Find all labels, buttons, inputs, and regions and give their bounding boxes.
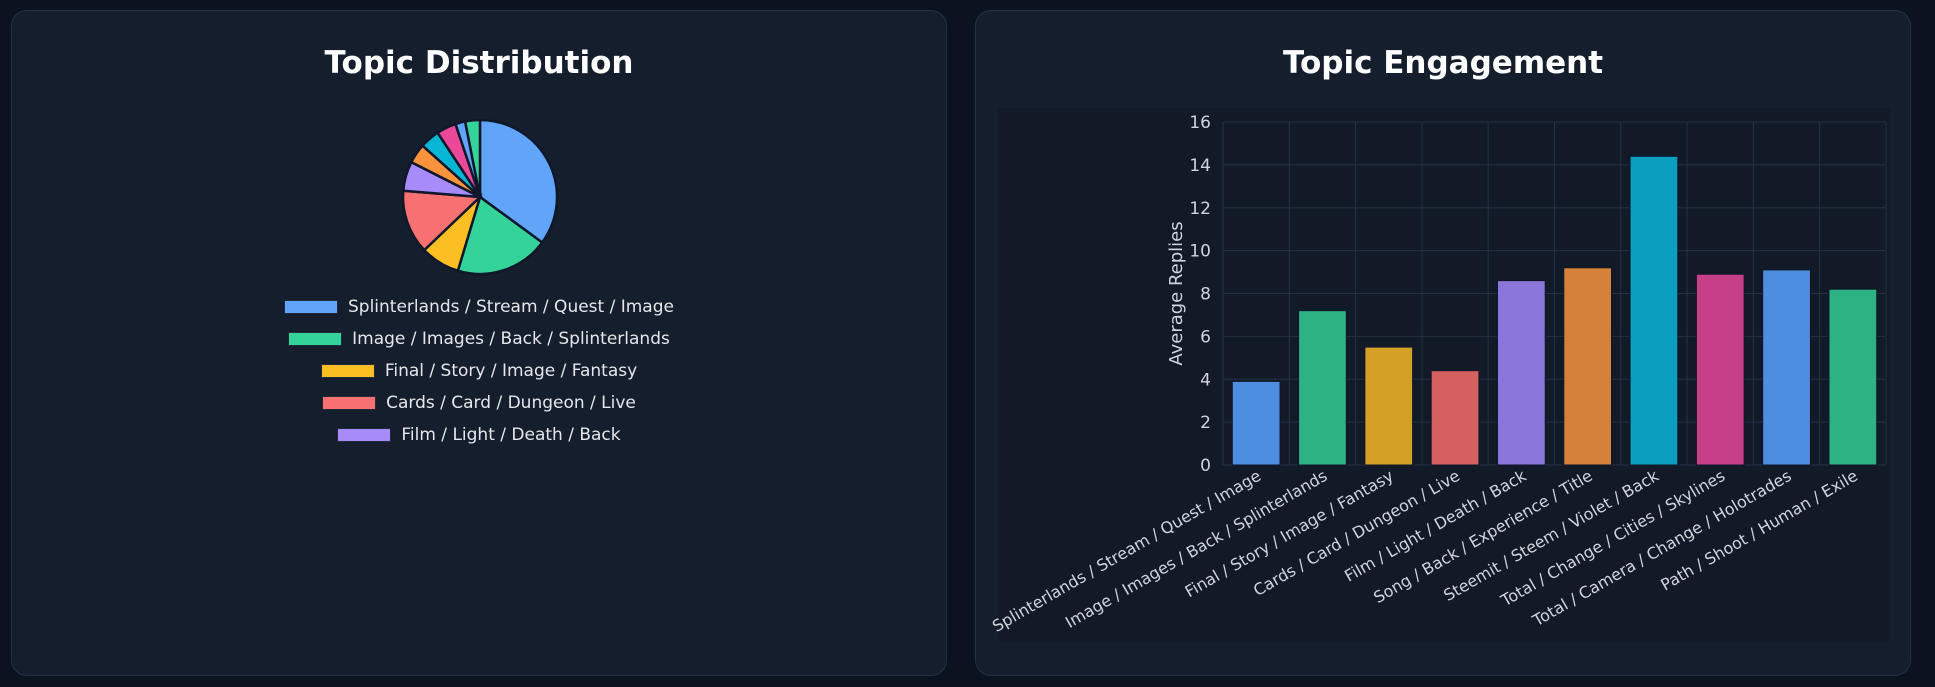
legend-swatch [322,396,377,410]
bar[interactable] [1762,269,1811,466]
pie-legend: Splinterlands / Stream / Quest / Image Im… [12,291,946,451]
topic-engagement-title: Topic Engagement [1282,45,1604,81]
y-tick-label: 8 [1200,285,1211,305]
legend-label: Splinterlands / Stream / Quest / Image [348,297,674,317]
legend-item[interactable]: Film / Light / Death / Back [337,419,621,451]
x-tick-label: Image / Images / Back / Splinterlands [1062,466,1330,632]
topic-distribution-title: Topic Distribution [324,45,634,81]
bar[interactable] [1496,280,1546,466]
legend-item[interactable]: Image / Images / Back / Splinterlands [288,323,670,355]
legend-swatch [284,300,338,314]
legend-swatch [288,332,343,346]
bar[interactable] [1231,380,1281,466]
y-tick-label: 16 [1189,113,1211,133]
y-tick-label: 0 [1200,456,1211,476]
y-tick-label: 14 [1189,156,1211,176]
y-axis-label: Average Replies [1166,221,1187,365]
legend-swatch [337,428,392,442]
bar[interactable] [1364,346,1414,466]
pie-slice[interactable] [463,118,482,198]
pie-slice[interactable] [478,118,559,245]
legend-item[interactable]: Final / Story / Image / Fantasy [320,355,638,387]
bar[interactable] [1430,370,1480,466]
bar[interactable] [1828,288,1878,466]
y-tick-label: 10 [1189,242,1211,262]
bar-chart: 0 2 4 6 8 10 12 14 16 Splinterlands / Stream / Qu… [989,113,1887,636]
y-tick-label: 12 [1189,199,1211,219]
legend-item[interactable]: Splinterlands / Stream / Quest / Image [284,291,674,323]
bar[interactable] [1695,273,1745,466]
y-tick-label: 4 [1200,370,1211,390]
legend-label: Cards / Card / Dungeon / Live [386,393,636,413]
y-tick-label: 6 [1200,327,1211,347]
topic-distribution-panel: Topic Distribution Splinterlands / Strea… [11,10,947,676]
pie-chart [401,118,559,276]
topic-engagement-panel: Topic Engagement 0 2 4 6 8 10 12 14 16 Splinterla… [975,10,1911,676]
pie-slice[interactable] [401,189,483,252]
bar[interactable] [1563,267,1613,466]
y-tick-label: 2 [1200,413,1211,433]
legend-label: Final / Story / Image / Fantasy [384,361,638,381]
legend-label: Image / Images / Back / Splinterlands [352,329,670,349]
pie-slice[interactable] [456,194,544,276]
bar[interactable] [1629,155,1679,466]
x-tick-label: Splinterlands / Stream / Quest / Image [989,466,1264,636]
legend-swatch [320,364,375,378]
legend-item[interactable]: Cards / Card / Dungeon / Live [322,387,636,419]
bar[interactable] [1298,310,1347,466]
legend-label: Film / Light / Death / Back [401,425,621,445]
